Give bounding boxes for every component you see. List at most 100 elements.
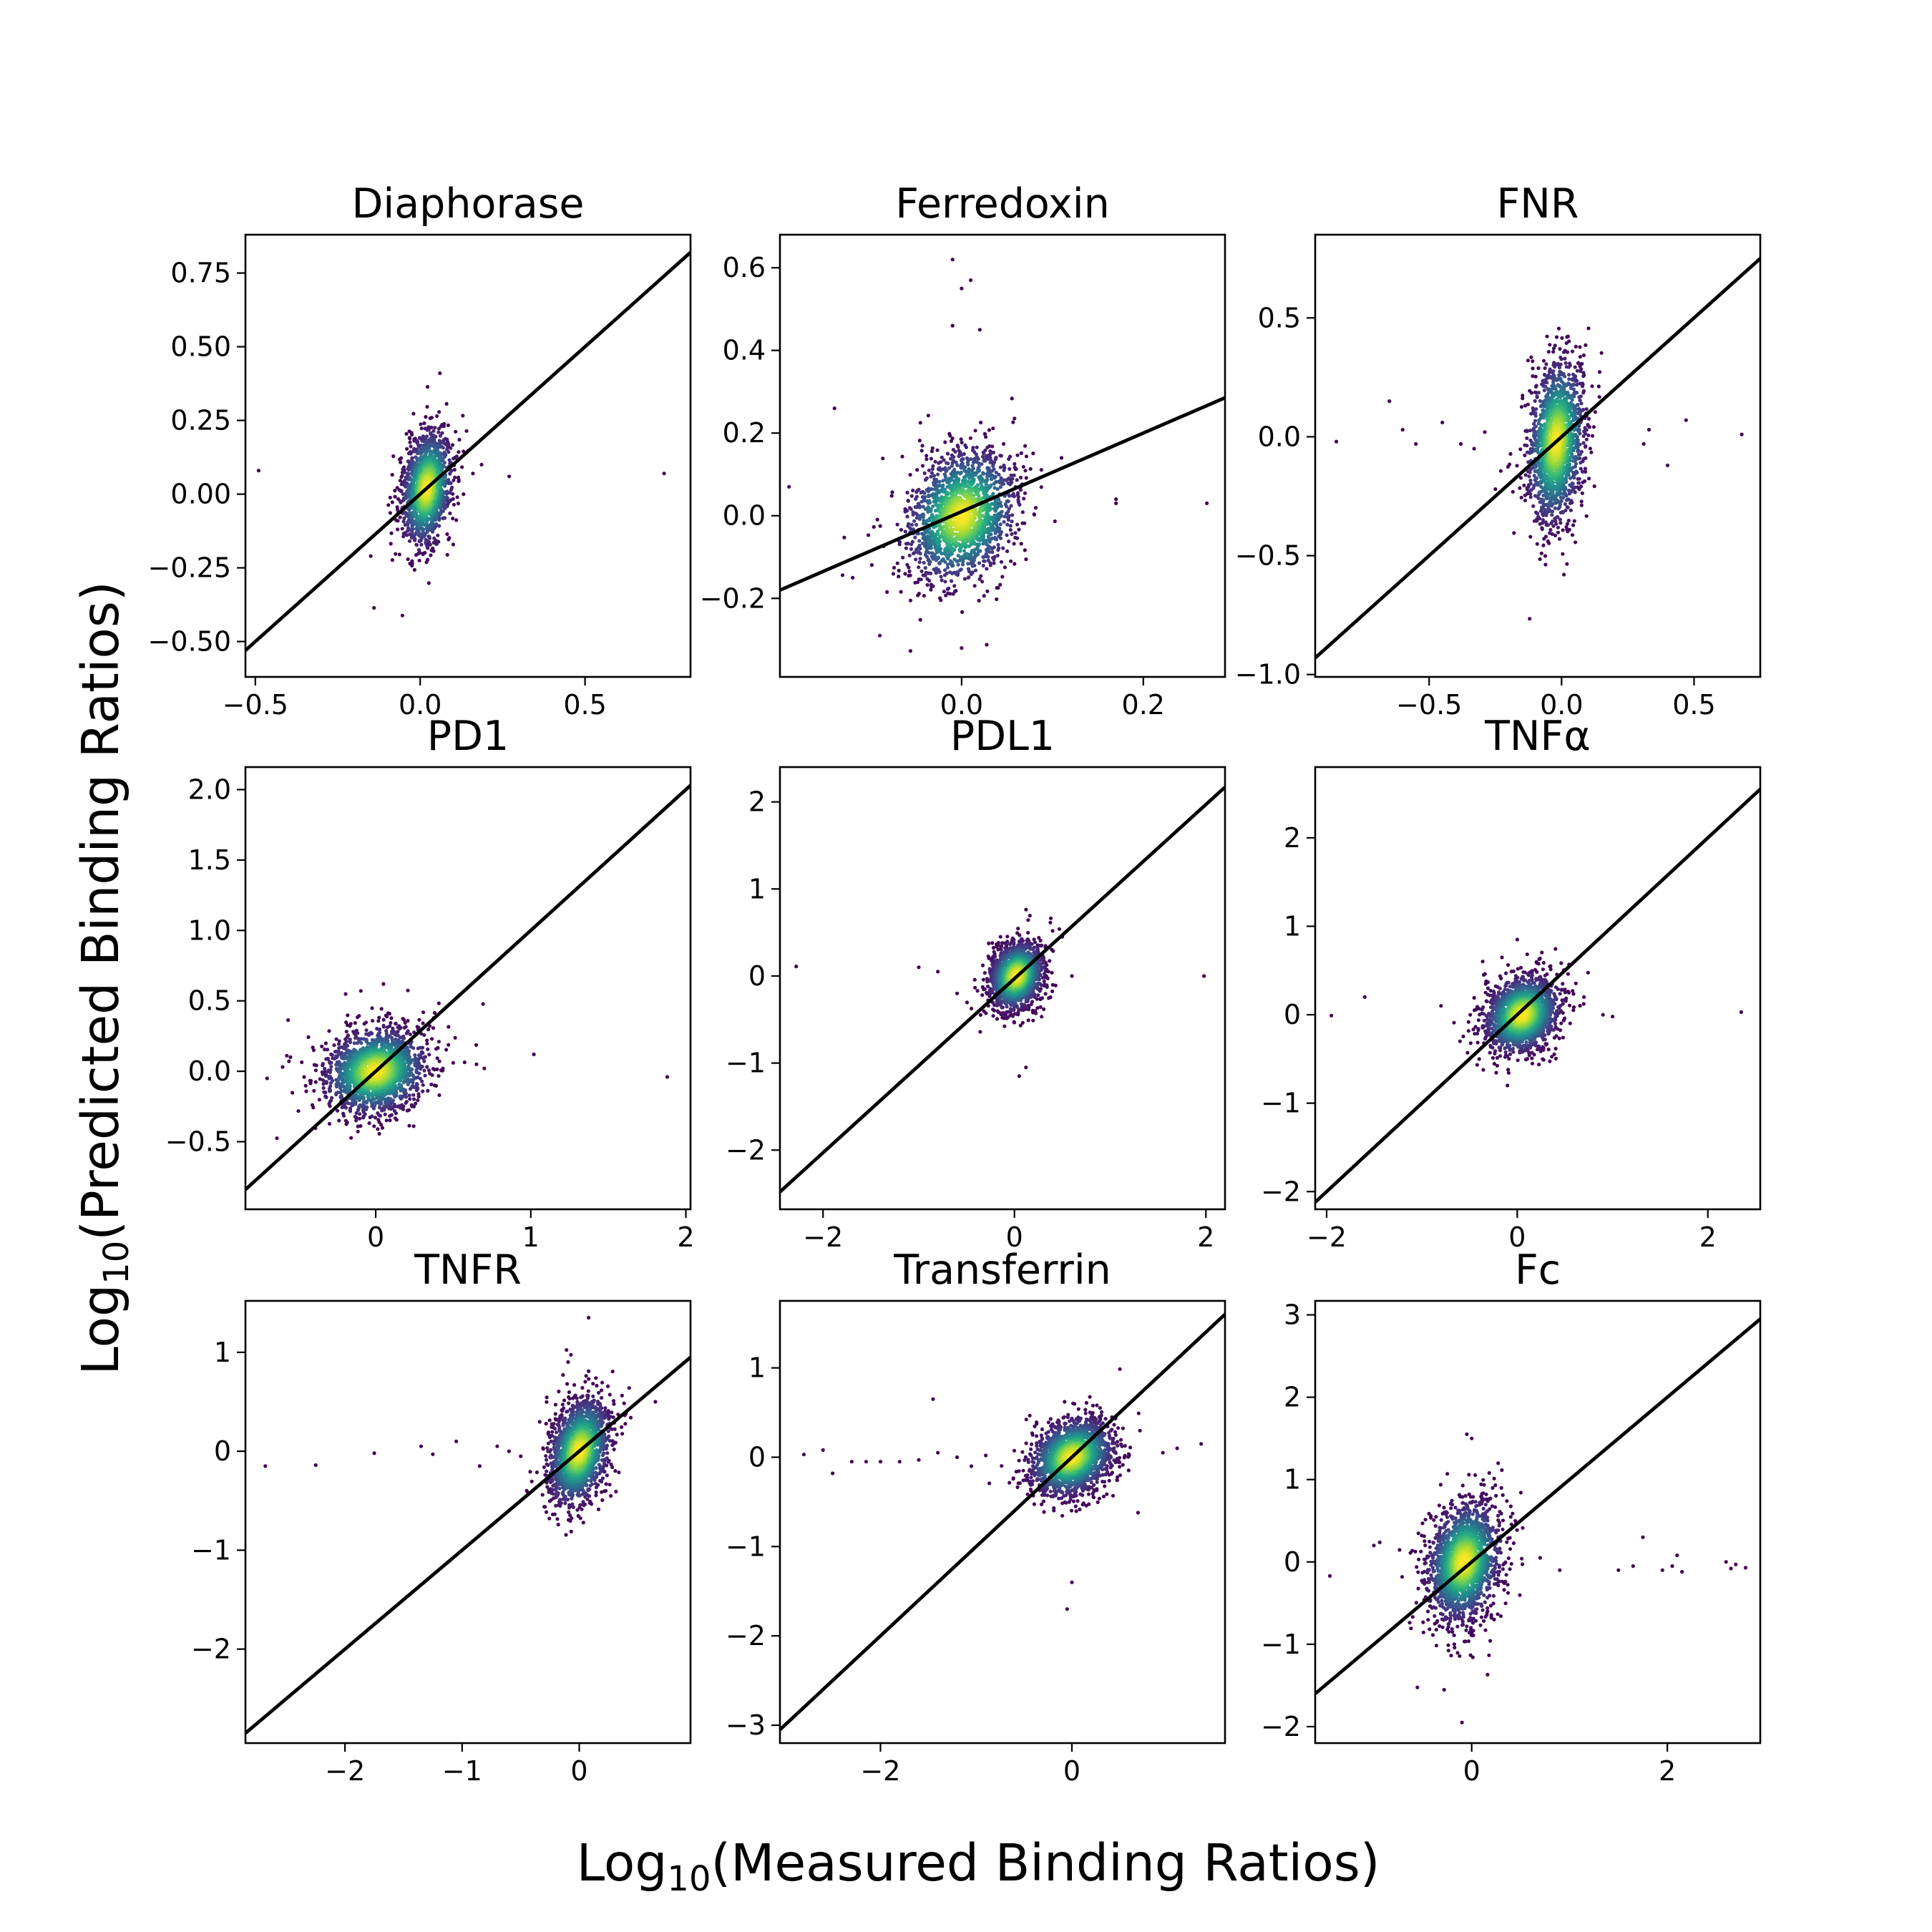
data-point: [1569, 413, 1574, 418]
data-point: [1557, 537, 1562, 541]
data-point: [401, 535, 406, 539]
data-point: [985, 445, 990, 450]
data-point: [956, 445, 960, 449]
data-point: [1564, 341, 1568, 346]
data-point: [1031, 452, 1035, 456]
data-point: [1019, 451, 1023, 456]
data-point: [1571, 372, 1576, 376]
data-point: [940, 455, 944, 459]
data-point: [402, 465, 406, 469]
data-point: [1578, 364, 1582, 369]
data-point: [444, 489, 449, 494]
data-point: [975, 492, 980, 497]
data-point: [952, 584, 957, 588]
data-point: [439, 459, 444, 463]
data-point: [924, 457, 929, 462]
data-point: [1564, 365, 1568, 369]
data-point: [960, 610, 965, 615]
data-point: [419, 426, 424, 431]
data-point: [986, 535, 990, 539]
data-point: [1557, 384, 1562, 389]
data-point: [1581, 469, 1585, 474]
data-point: [399, 489, 404, 493]
data-point: [449, 487, 454, 492]
data-point: [966, 462, 970, 467]
data-point: [1006, 481, 1010, 485]
data-point: [1009, 473, 1013, 477]
data-point: [980, 580, 985, 584]
data-point: [407, 539, 412, 543]
data-point: [406, 557, 410, 562]
data-point: [944, 593, 948, 597]
data-point: [1533, 399, 1537, 404]
data-point: [1024, 454, 1029, 459]
data-point: [942, 568, 947, 572]
data-point: [1559, 499, 1563, 504]
data-point: [922, 471, 927, 476]
data-point: [1546, 350, 1551, 354]
data-point: [441, 452, 446, 457]
data-point: [1546, 539, 1550, 543]
data-point: [917, 439, 922, 443]
data-point: [983, 517, 987, 522]
data-point: [398, 479, 403, 483]
data-point: [451, 542, 456, 547]
data-point: [400, 613, 405, 618]
data-point: [952, 557, 957, 562]
data-point: [908, 472, 912, 477]
data-point: [938, 596, 942, 600]
outlier-point: [950, 258, 955, 262]
data-point: [1532, 474, 1536, 478]
data-point: [930, 449, 934, 454]
data-point: [1003, 502, 1008, 507]
data-point: [1528, 478, 1533, 483]
data-point: [991, 464, 995, 468]
data-point: [897, 568, 901, 573]
data-point: [1558, 495, 1563, 500]
data-point: [1525, 444, 1529, 448]
data-point: [389, 531, 394, 535]
data-point: [1544, 362, 1548, 366]
data-point: [407, 507, 411, 512]
data-point: [448, 461, 452, 465]
data-point: [1548, 531, 1552, 535]
data-point: [1547, 370, 1551, 374]
outlier-point: [471, 472, 475, 476]
data-point: [1560, 336, 1564, 340]
data-point: [1574, 540, 1578, 545]
data-point: [970, 559, 974, 563]
data-point: [986, 457, 991, 462]
data-point: [1557, 365, 1562, 370]
data-point: [1013, 535, 1018, 540]
data-point: [917, 487, 921, 492]
data-point: [950, 461, 955, 465]
data-point: [457, 437, 462, 442]
data-point: [432, 536, 436, 540]
data-point: [1572, 519, 1576, 523]
data-point: [1562, 572, 1566, 577]
data-point: [942, 458, 946, 462]
data-point: [1579, 503, 1584, 507]
data-point: [977, 577, 982, 581]
data-point: [998, 454, 1002, 458]
data-point: [950, 579, 954, 583]
outlier-point: [950, 323, 955, 328]
data-point: [1552, 484, 1556, 489]
data-point: [1007, 457, 1011, 462]
data-point: [1548, 527, 1553, 532]
data-point: [1553, 343, 1557, 348]
data-point: [1543, 384, 1548, 389]
data-point: [891, 572, 896, 576]
data-point: [410, 432, 414, 437]
data-point: [867, 533, 871, 537]
data-point: [421, 551, 426, 555]
data-point: [1523, 453, 1527, 458]
data-point: [429, 425, 434, 430]
fit-line: [780, 396, 1225, 592]
data-point: [1020, 510, 1025, 514]
data-point: [933, 552, 937, 557]
data-point: [1541, 521, 1545, 525]
x-tick-label: −0.5: [223, 689, 288, 721]
data-point: [945, 452, 950, 456]
data-point: [946, 462, 950, 466]
